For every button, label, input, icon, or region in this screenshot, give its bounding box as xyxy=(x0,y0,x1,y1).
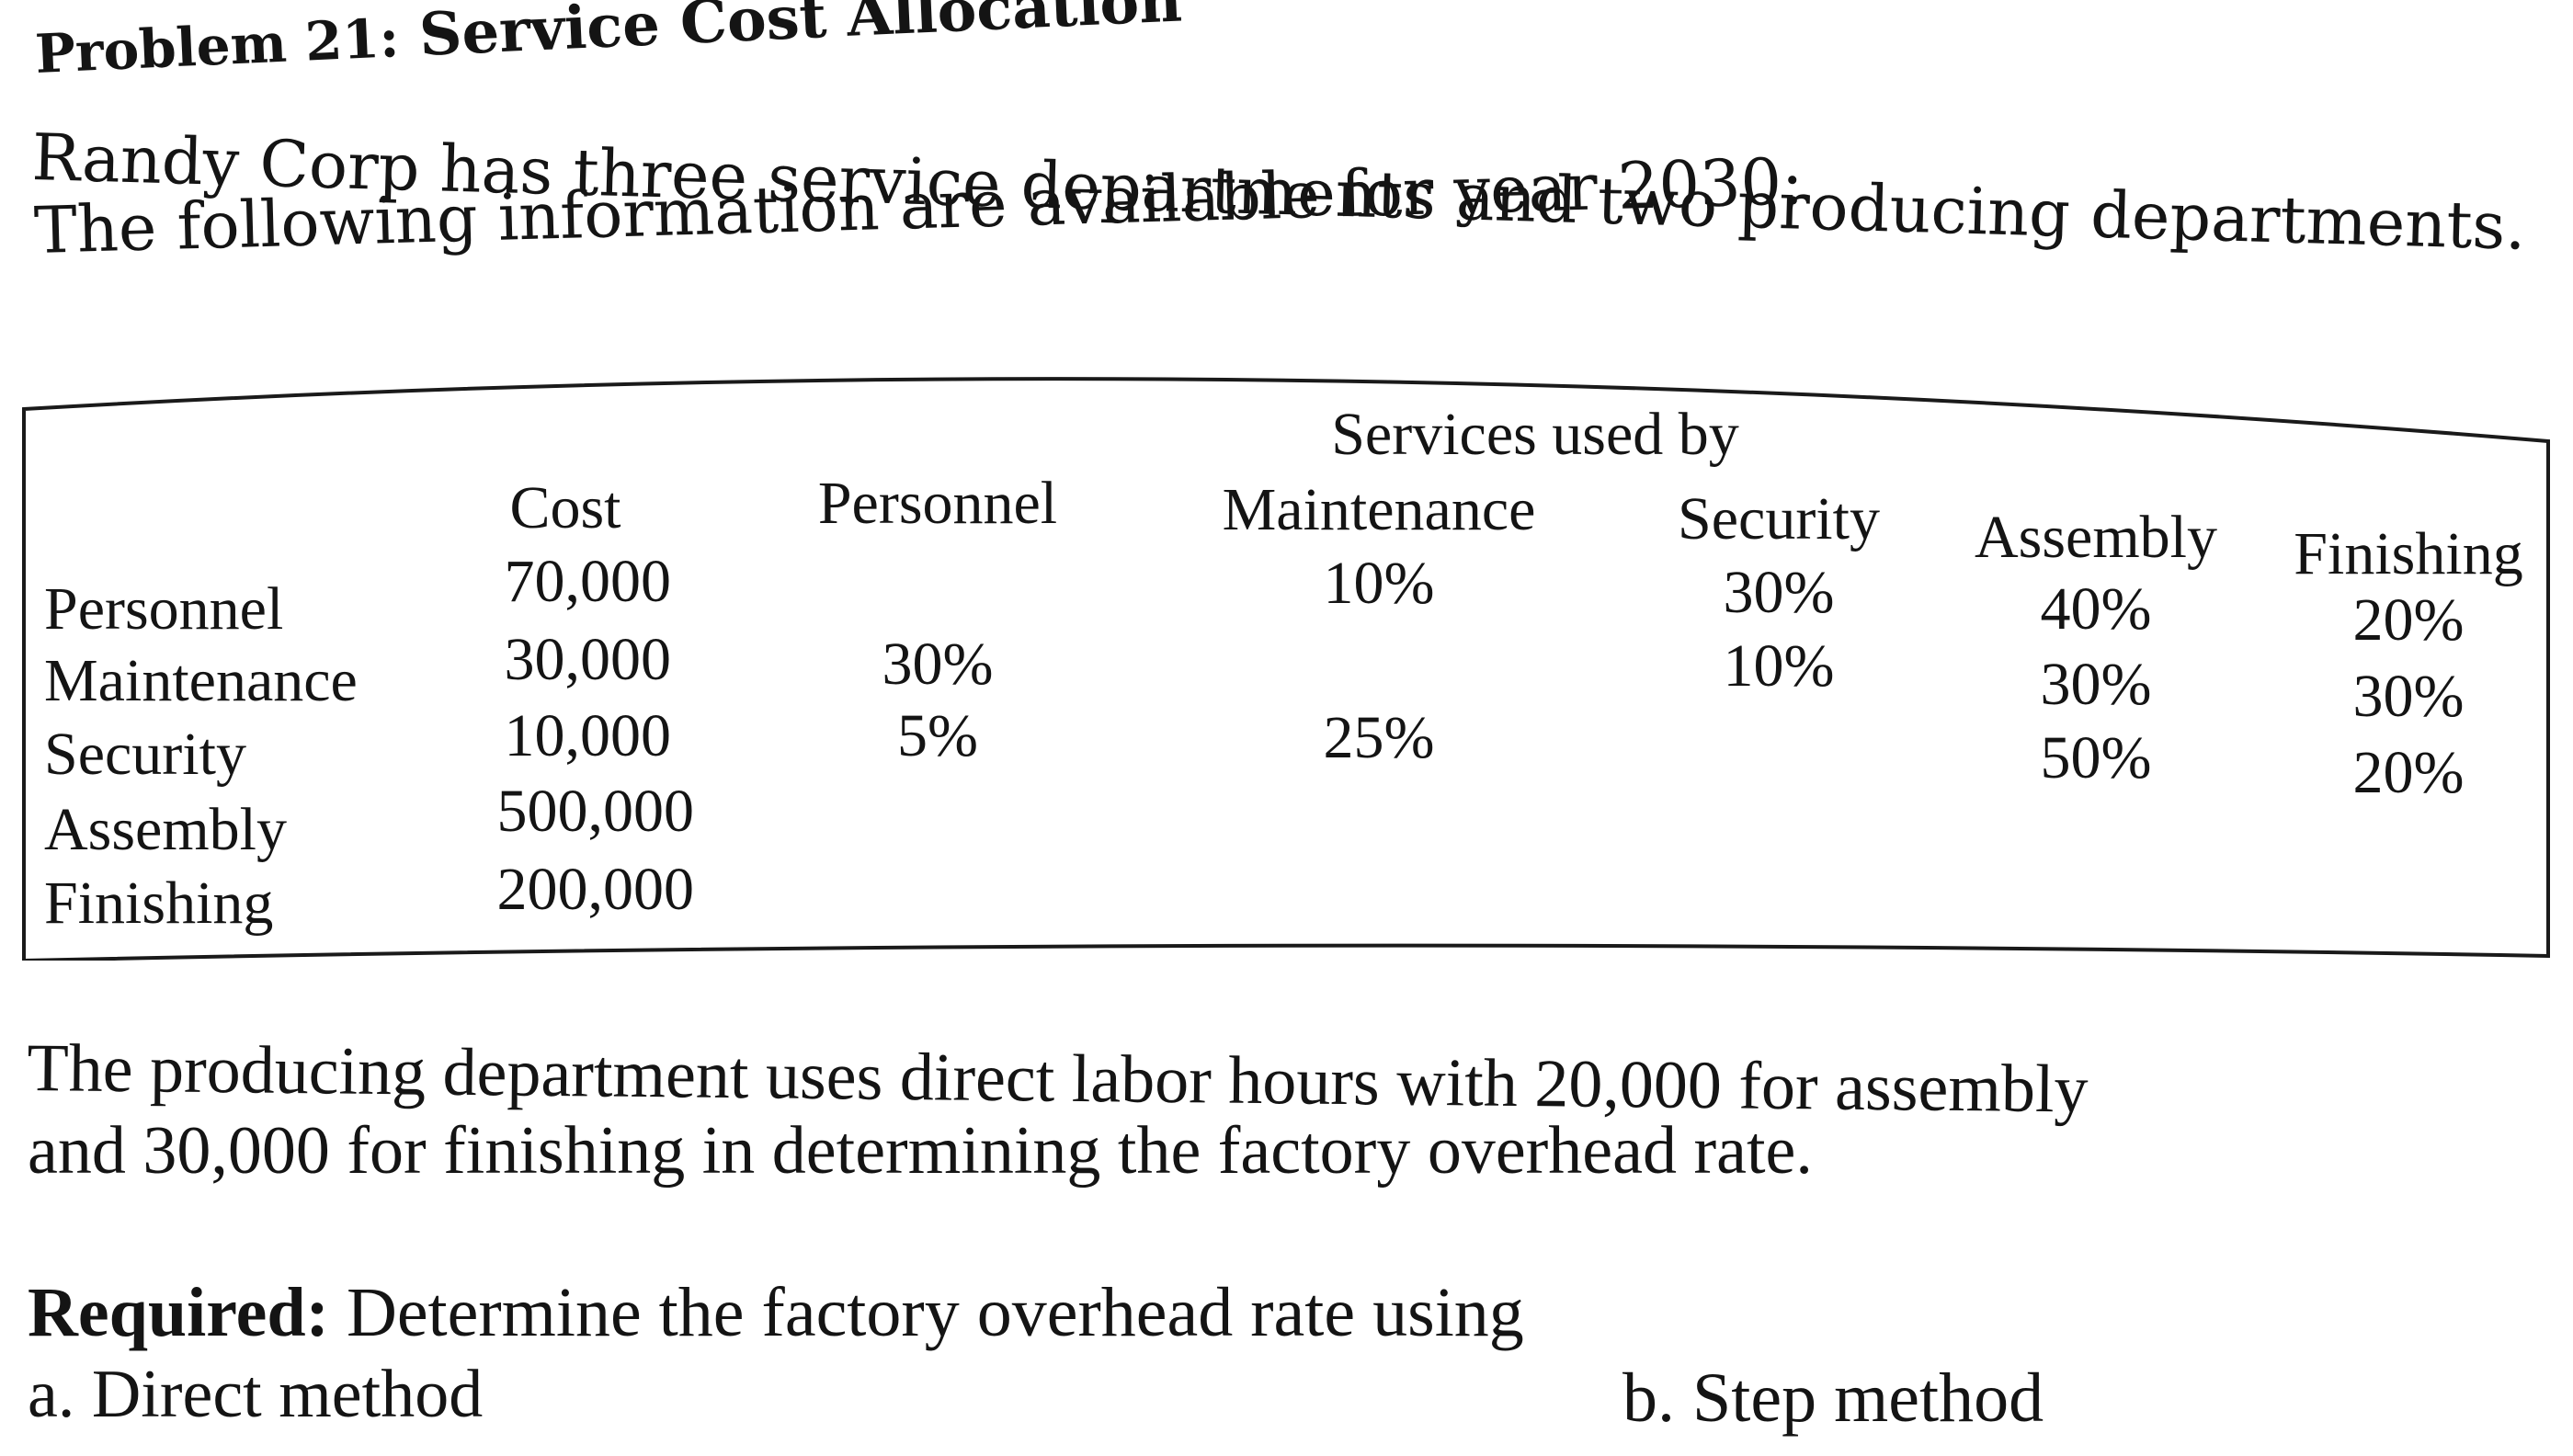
pct-personnel-maintenance: 10% xyxy=(1323,550,1435,617)
required-statement: Required: Determine the factory overhead… xyxy=(28,1273,1524,1353)
cost-personnel: 70,000 xyxy=(504,548,672,615)
cost-finishing: 200,000 xyxy=(496,856,695,923)
row-label-finishing: Finishing xyxy=(44,870,274,937)
pct-security-finishing: 20% xyxy=(2352,739,2465,806)
pct-maintenance-assembly: 30% xyxy=(2040,651,2152,718)
col-header-finishing: Finishing xyxy=(2294,520,2523,587)
option-a-direct-method: a. Direct method xyxy=(28,1357,484,1432)
pct-personnel-security: 30% xyxy=(1723,559,1835,626)
pct-security-maintenance: 25% xyxy=(1323,704,1435,771)
pct-security-assembly: 50% xyxy=(2040,724,2152,791)
footnote-line-2: and 30,000 for finishing in determining … xyxy=(28,1113,1813,1189)
required-label: Required: xyxy=(28,1274,329,1351)
required-text: Determine the factory overhead rate usin… xyxy=(328,1274,1524,1351)
table-border xyxy=(22,377,2550,961)
pct-maintenance-security: 10% xyxy=(1723,632,1835,700)
cost-assembly: 500,000 xyxy=(496,778,695,845)
pct-maintenance-personnel: 30% xyxy=(882,631,994,698)
cost-maintenance: 30,000 xyxy=(504,626,672,693)
pct-maintenance-finishing: 30% xyxy=(2352,663,2465,730)
col-header-assembly: Assembly xyxy=(1975,504,2217,571)
col-header-maintenance: Maintenance xyxy=(1222,476,1536,543)
problem-number: Problem 21: xyxy=(33,6,401,86)
services-used-by-header: Services used by xyxy=(1331,401,1739,468)
option-b-step-method: b. Step method xyxy=(1622,1359,2044,1437)
row-label-maintenance: Maintenance xyxy=(44,647,358,714)
pct-security-personnel: 5% xyxy=(897,702,978,769)
problem-heading: Problem 21: Service Cost Allocation xyxy=(33,0,1184,87)
row-label-security: Security xyxy=(44,721,246,788)
col-header-security: Security xyxy=(1678,485,1880,552)
pct-personnel-assembly: 40% xyxy=(2040,575,2152,643)
cost-security: 10,000 xyxy=(504,702,672,769)
col-header-personnel: Personnel xyxy=(817,470,1058,537)
row-label-personnel: Personnel xyxy=(44,575,284,643)
cost-allocation-table: Services used by Cost Personnel Maintena… xyxy=(18,354,2556,961)
col-header-cost: Cost xyxy=(509,474,621,541)
row-label-assembly: Assembly xyxy=(44,796,287,863)
problem-title: Service Cost Allocation xyxy=(417,0,1184,71)
pct-personnel-finishing: 20% xyxy=(2352,586,2465,654)
